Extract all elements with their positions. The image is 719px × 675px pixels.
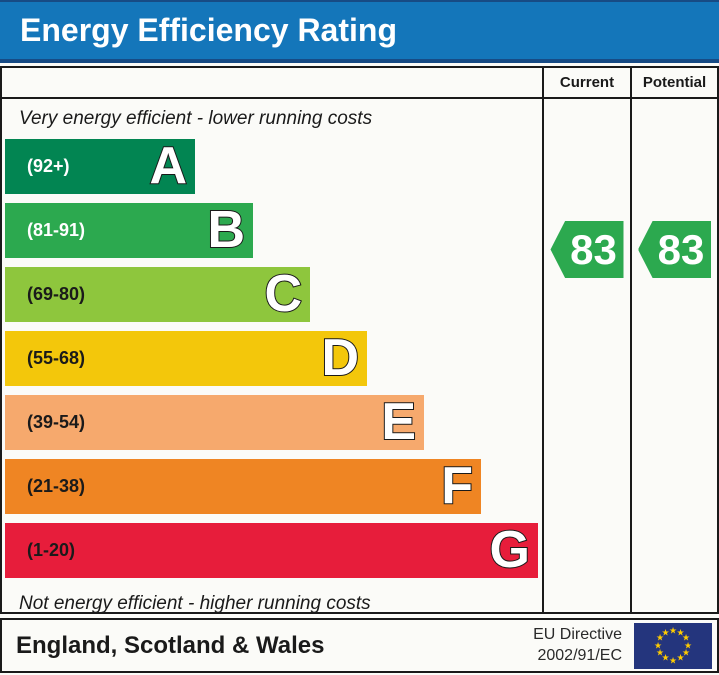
region-label: England, Scotland & Wales: [16, 631, 325, 659]
band-range: (39-54): [27, 412, 86, 432]
epc-chart-table: Current Potential Very energy efficient …: [0, 66, 719, 614]
band-range: (92+): [27, 156, 70, 176]
eu-star-icon: ★: [653, 640, 663, 650]
band-letter: E: [380, 393, 417, 451]
band-a: (92+) A: [5, 137, 195, 195]
band-d: (55-68) D: [5, 329, 367, 387]
eu-star-icon: ★: [668, 655, 678, 665]
potential-rating-value: 83: [657, 225, 705, 273]
potential-rating-cell: 83: [630, 99, 717, 612]
band-range: (69-80): [27, 284, 86, 304]
current-rating-value: 83: [570, 225, 617, 273]
bottom-annotation: Not energy efficient - higher running co…: [19, 592, 371, 613]
rating-arrow: 83: [550, 221, 624, 278]
eu-star-icon: ★: [661, 652, 670, 663]
band-letter: D: [320, 329, 360, 387]
eu-directive-line1: EU Directive: [533, 625, 622, 643]
eu-directive-line2: 2002/91/EC: [537, 646, 622, 664]
current-rating-cell: 83: [542, 99, 630, 612]
band-letter: G: [489, 521, 531, 579]
title-bar: Energy Efficiency Rating: [0, 0, 719, 63]
rating-scale: Very energy efficient - lower running co…: [2, 99, 542, 612]
eu-star-icon: ★: [676, 627, 685, 637]
eu-flag-icon: ★ ★ ★ ★ ★ ★ ★ ★ ★ ★ ★ ★: [634, 622, 712, 669]
eu-star-icon: ★: [681, 632, 691, 643]
band-letter: B: [206, 201, 246, 259]
top-annotation: Very energy efficient - lower running co…: [19, 108, 373, 129]
band-range: (55-68): [27, 348, 86, 368]
rating-arrow: 83: [638, 221, 711, 278]
eu-star-icon: ★: [655, 647, 665, 658]
band-g: (1-20) G: [5, 521, 538, 579]
band-range: (1-20): [27, 540, 76, 560]
band-f: (21-38) F: [5, 457, 481, 515]
eu-star-icon: ★: [683, 640, 693, 650]
column-header-potential: Potential: [630, 68, 717, 99]
band-b: (81-91) B: [5, 201, 253, 259]
page-title: Energy Efficiency Rating: [20, 12, 397, 48]
eu-star-icon: ★: [681, 647, 691, 658]
eu-directive-text: EU Directive 2002/91/EC: [533, 625, 622, 667]
band-e: (39-54) E: [5, 393, 424, 451]
band-c: (69-80) C: [5, 265, 310, 323]
header-spacer: [2, 68, 542, 99]
band-letter: A: [148, 137, 188, 195]
column-header-current: Current: [542, 68, 630, 99]
footer: England, Scotland & Wales EU Directive 2…: [0, 618, 719, 673]
band-range: (81-91): [27, 220, 86, 240]
band-letter: F: [440, 457, 474, 515]
band-letter: C: [263, 265, 303, 323]
eu-star-icon: ★: [661, 627, 670, 637]
eu-star-icon: ★: [668, 625, 678, 635]
band-range: (21-38): [27, 476, 86, 496]
eu-star-icon: ★: [676, 652, 685, 663]
eu-star-icon: ★: [655, 632, 665, 643]
